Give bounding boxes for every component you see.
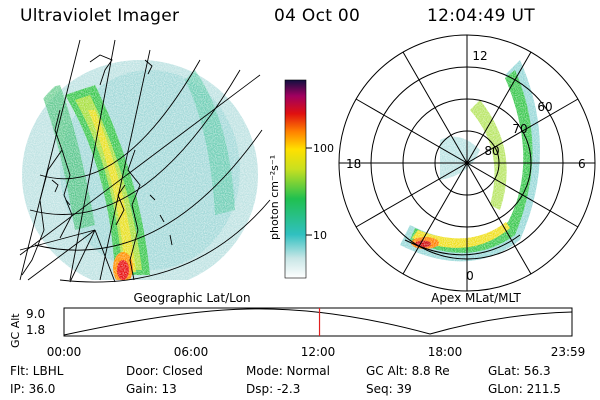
- time-tick-3: 18:00: [428, 345, 463, 359]
- geographic-image: [14, 39, 271, 283]
- app-title: Ultraviolet Imager: [20, 6, 180, 26]
- image-panels: Geographic Lat/Lon 100 10 photon cm⁻²s⁻¹: [14, 34, 596, 305]
- time-tick-1: 06:00: [174, 345, 209, 359]
- mlat-70-label: 70: [512, 122, 527, 136]
- magnetic-polar-image: 12 18 6 0 60 70 80: [338, 34, 596, 292]
- glat-info: GLat: 56.3: [488, 364, 551, 378]
- altitude-ymin-label: 1.8: [26, 323, 45, 337]
- time-tick-2: 12:00: [301, 345, 336, 359]
- mlat-80-label: 80: [484, 144, 499, 158]
- mode-info: Mode: Normal: [246, 364, 330, 378]
- glon-info: GLon: 211.5: [488, 382, 561, 396]
- colorbar-tick-10: 10: [313, 229, 327, 242]
- left-panel-label: Geographic Lat/Lon: [133, 291, 250, 305]
- mlt-0-label: 0: [466, 269, 474, 283]
- mlat-60-label: 60: [537, 100, 552, 114]
- altitude-curve: [63, 308, 573, 336]
- colorbar-tick-100: 100: [313, 142, 334, 155]
- door-info: Door: Closed: [126, 364, 203, 378]
- right-panel-label: Apex MLat/MLT: [431, 291, 521, 305]
- altitude-ylabel: GC Alt: [9, 313, 22, 348]
- altitude-plot-frame: [63, 307, 573, 337]
- time-axis: 00:00 06:00 12:00 18:00 23:59: [47, 345, 586, 359]
- colorbar-unit-label: photon cm⁻²s⁻¹: [268, 155, 281, 240]
- altitude-plot: GC Alt 9.0 1.8 00:00 06:00 12:00 18:00 2…: [9, 307, 586, 359]
- mlt-6-label: 6: [578, 157, 586, 171]
- seq-info: Seq: 39: [366, 382, 412, 396]
- gc-alt-info: GC Alt: 8.8 Re: [366, 364, 450, 378]
- filter-info: Flt: LBHL: [10, 364, 64, 378]
- altitude-ymax-label: 9.0: [26, 307, 45, 321]
- gain-info: Gain: 13: [126, 382, 177, 396]
- time-tick-0: 00:00: [47, 345, 82, 359]
- dsp-info: Dsp: -2.3: [246, 382, 301, 396]
- colorbar: 100 10 photon cm⁻²s⁻¹: [268, 79, 334, 279]
- mlt-18-label: 18: [346, 157, 361, 171]
- time-tick-4: 23:59: [551, 345, 586, 359]
- date-label: 04 Oct 00: [274, 6, 361, 26]
- mlt-12-label: 12: [472, 49, 487, 63]
- ip-info: IP: 36.0: [10, 382, 56, 396]
- time-label: 12:04:49 UT: [427, 6, 535, 26]
